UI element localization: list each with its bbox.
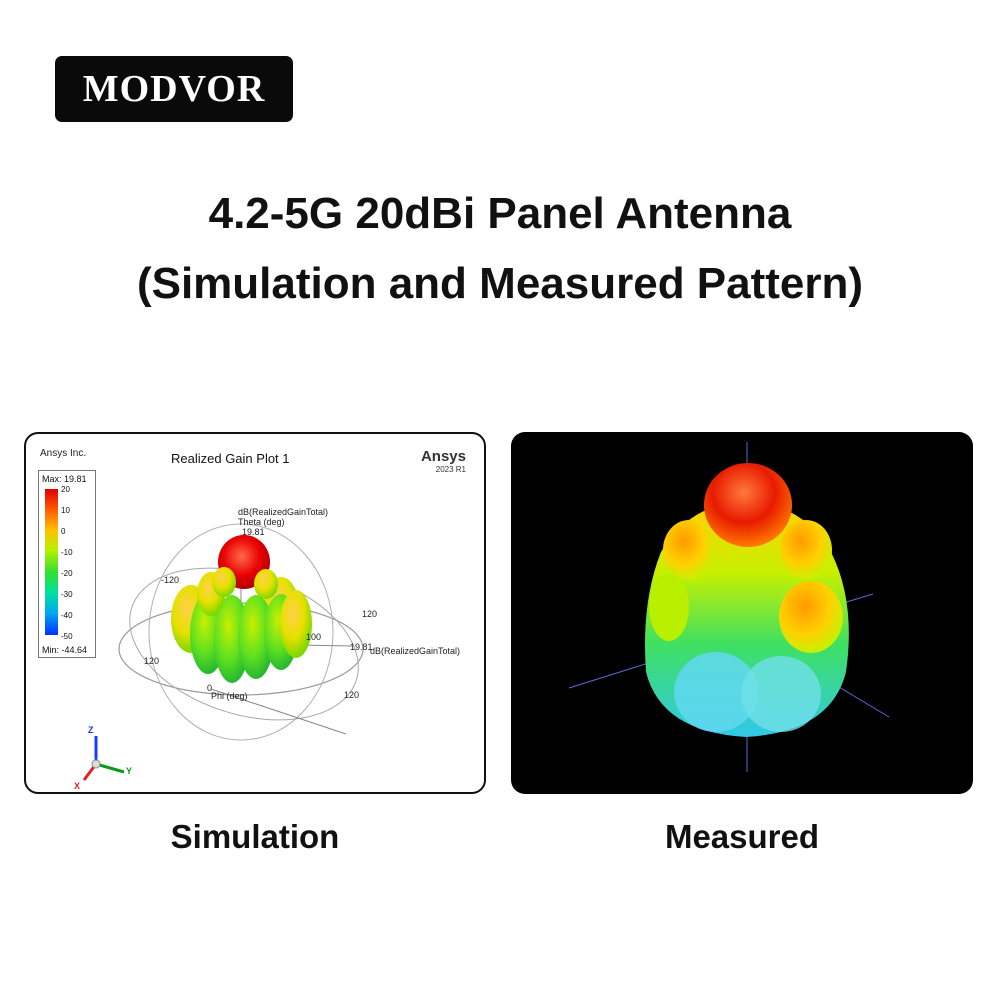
legend-tick: -20 xyxy=(61,569,73,578)
triad-origin xyxy=(91,759,101,769)
ring-label: 120 xyxy=(144,656,160,666)
y-axis-arrow xyxy=(95,762,125,774)
ring-label: -120 xyxy=(161,575,180,585)
ring-label: 120 xyxy=(344,690,360,700)
side-lobe xyxy=(663,520,715,580)
page-subtitle: (Simulation and Measured Pattern) xyxy=(136,259,864,308)
legend-tick: 10 xyxy=(61,506,70,515)
company-label: Ansys Inc. xyxy=(40,448,87,459)
legend-tick: -50 xyxy=(61,632,73,641)
theta-label: Theta (deg) xyxy=(238,517,285,527)
upper-lobe xyxy=(212,567,236,597)
software-version: 2023 R1 xyxy=(435,465,466,474)
software-label: Ansys xyxy=(420,448,466,465)
phi-zero: 0 xyxy=(207,683,213,693)
brand-logo: MODVOR xyxy=(55,56,293,122)
triad-z-label: Z xyxy=(88,725,94,735)
side-lobe xyxy=(780,520,832,580)
theta-ring xyxy=(148,523,334,741)
logo-text: MODVOR xyxy=(82,68,266,110)
simulation-caption: Simulation xyxy=(170,818,340,855)
measured-caption: Measured xyxy=(664,818,820,855)
side-lobe xyxy=(779,581,843,653)
ring-label: 120 xyxy=(362,609,378,619)
radial-quantity: dB(RealizedGainTotal) xyxy=(370,646,461,656)
theta-value: 19.81 xyxy=(242,527,265,537)
side-lobe xyxy=(280,590,312,658)
simulation-panel: Ansys Inc. Realized Gain Plot 1 Ansys 20… xyxy=(24,432,486,794)
legend-tick: -30 xyxy=(61,590,73,599)
color-legend: Max: 19.81 20 10 0 -10 -20 -30 -40 -50 M… xyxy=(38,470,96,658)
measured-panel xyxy=(511,432,973,794)
lower-lobe xyxy=(741,656,821,732)
legend-tick: 0 xyxy=(61,527,66,536)
triad-y-label: Y xyxy=(126,766,133,776)
phi-label: Phi (deg) xyxy=(211,691,248,701)
triad-x-label: X xyxy=(74,781,81,791)
plot-title: Realized Gain Plot 1 xyxy=(171,451,290,466)
x-axis-line xyxy=(210,688,347,735)
legend-tick: -40 xyxy=(61,611,73,620)
simulation-3d-pattern xyxy=(82,523,364,781)
side-lobe xyxy=(238,595,274,679)
side-lobe xyxy=(649,573,689,641)
legend-min: Min: -44.64 xyxy=(42,645,88,655)
page-title: 4.2-5G 20dBi Panel Antenna xyxy=(208,189,792,238)
quantity-label: dB(RealizedGainTotal) xyxy=(238,507,329,517)
upper-lobe xyxy=(254,569,278,599)
ring-label: 100 xyxy=(306,632,322,642)
lower-lobe xyxy=(674,652,758,732)
legend-tick: -10 xyxy=(61,548,73,557)
legend-color-bar xyxy=(45,489,58,635)
legend-max: Max: 19.81 xyxy=(42,474,87,484)
legend-tick: 20 xyxy=(61,485,70,494)
main-lobe xyxy=(704,463,792,547)
radial-value: 19.81 xyxy=(350,642,373,652)
measured-3d-pattern xyxy=(568,442,890,772)
